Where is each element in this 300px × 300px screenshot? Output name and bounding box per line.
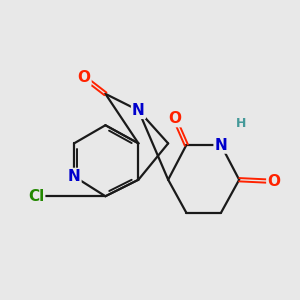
Text: H: H [236,117,246,130]
Text: N: N [214,137,227,152]
Text: N: N [132,103,145,118]
Text: O: O [77,70,91,85]
Text: Cl: Cl [28,189,44,204]
Text: N: N [68,169,80,184]
Text: O: O [267,174,280,189]
Text: O: O [168,111,181,126]
